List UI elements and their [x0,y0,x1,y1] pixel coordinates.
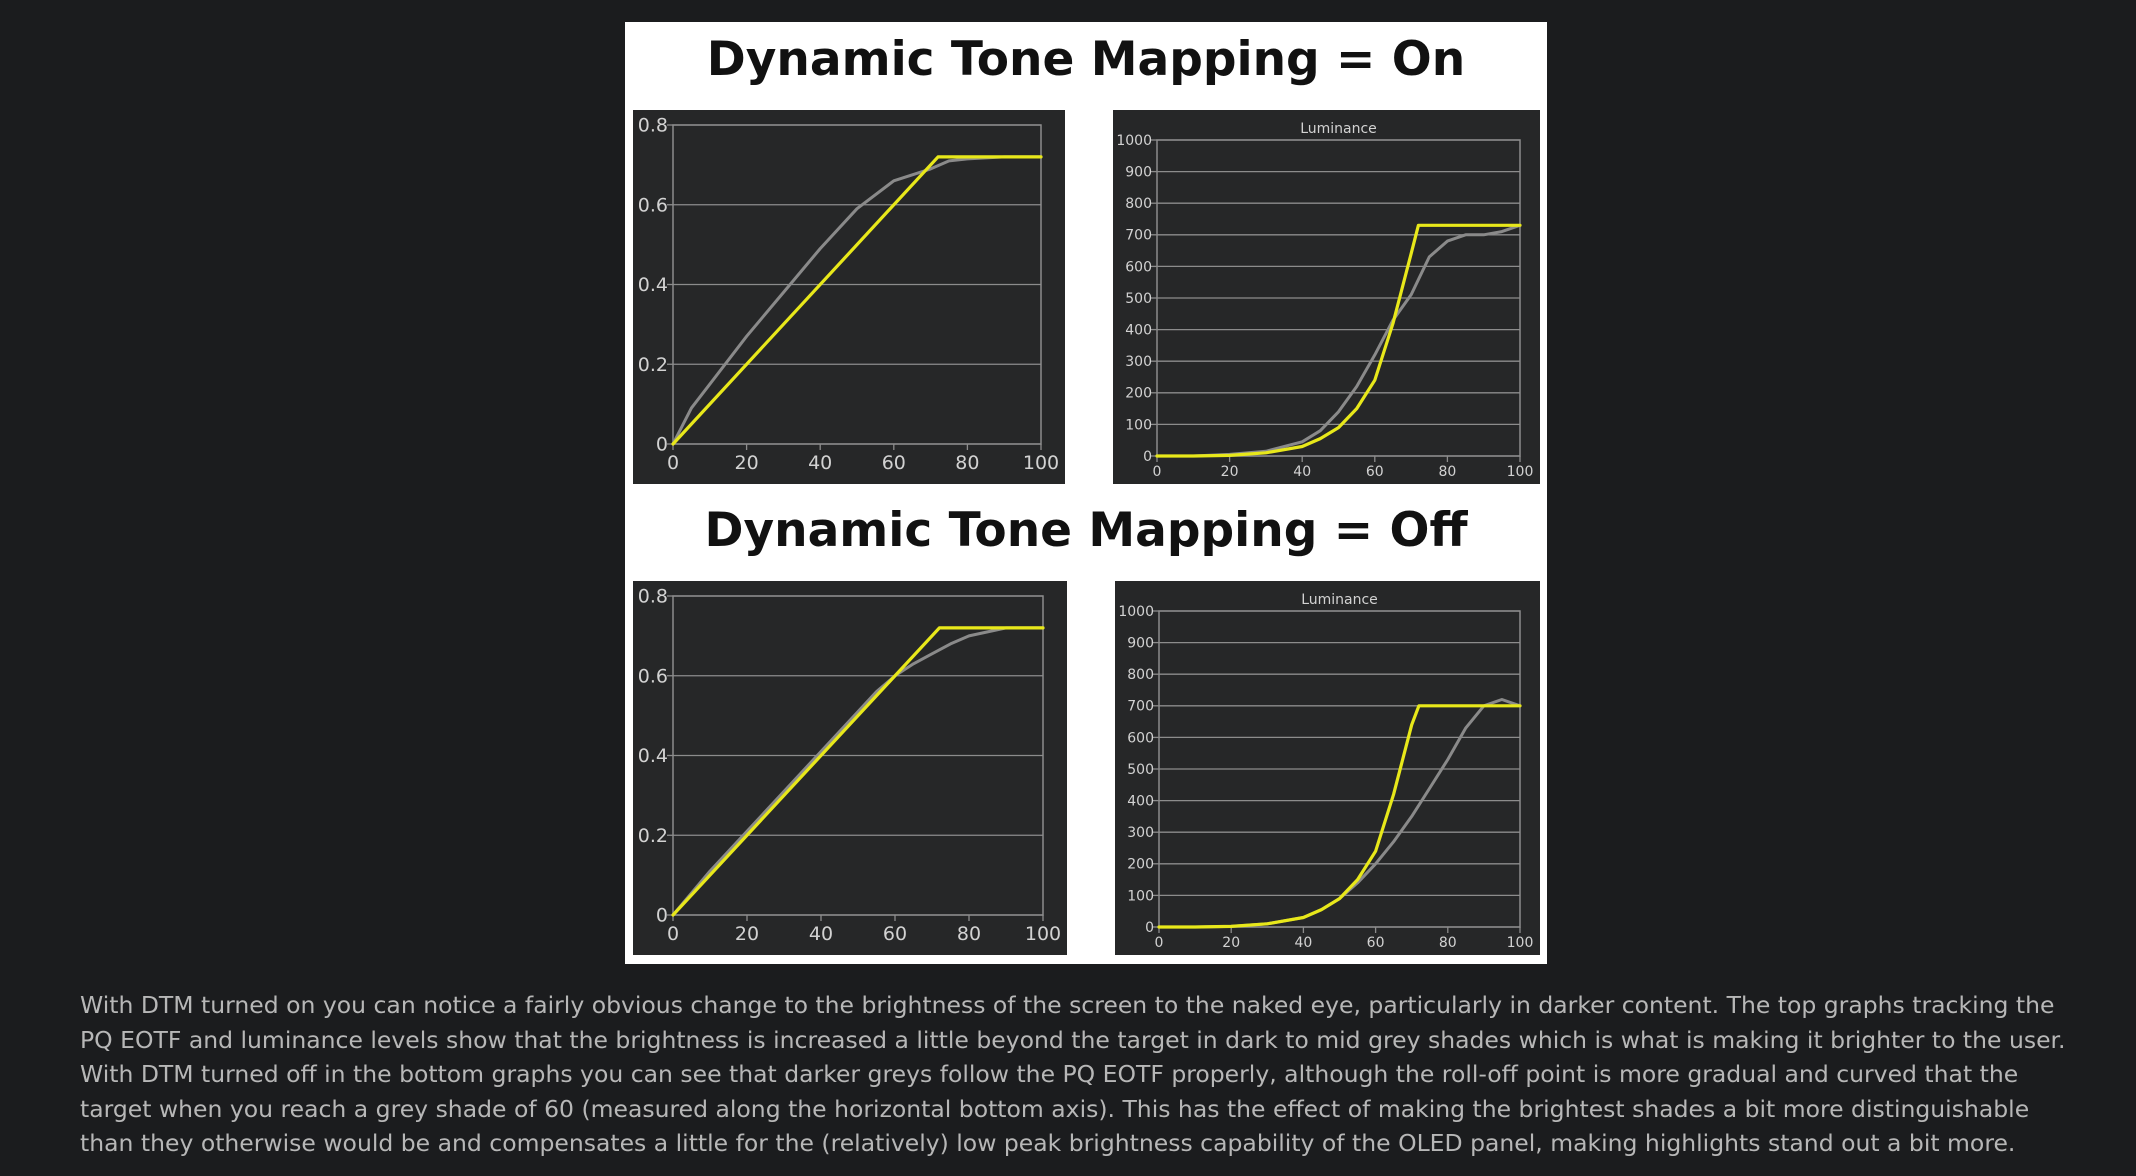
y-tick-label: 400 [1125,323,1152,339]
target-series-line [671,155,1043,446]
x-tick-label: 100 [1023,452,1059,474]
x-tick-label: 0 [1155,935,1164,951]
y-tick-label: 0.8 [638,115,668,137]
chart-dtm-off-luminance: Luminance 0 100 200 300 400 500 600 700 800 900 100… [1115,581,1540,955]
y-tick-label: 100 [1125,417,1152,433]
x-tick-label: 20 [735,452,759,474]
x-tick-label: 60 [882,452,906,474]
y-tick-label: 300 [1125,354,1152,370]
target-series-line [671,626,1045,917]
y-tick-label: 700 [1125,228,1152,244]
y-tick-label: 0.6 [638,194,668,216]
x-tick-label: 0 [667,452,679,474]
chart-svg: Luminance0100200300400500600700800900100… [1116,121,1534,480]
y-tick-label: 100 [1127,888,1154,904]
chart-dtm-off-eotf: 0 0.2 0.4 0.6 0.8 0 20 40 60 80 100 [633,581,1067,955]
measured-series-line [671,626,1045,917]
y-tick-label: 0.4 [638,274,668,296]
x-tick-label: 20 [1222,935,1240,951]
chart-svg: Luminance0100200300400500600700800900100… [1118,592,1534,951]
x-tick-label: 60 [1367,935,1385,951]
x-tick-label: 100 [1507,464,1534,480]
y-tick-label: 400 [1127,794,1154,810]
y-tick-label: 1000 [1116,133,1152,149]
y-tick-label: 300 [1127,825,1154,841]
chart-svg: 0 0.2 0.4 0.6 0.8 0 20 40 60 80 100 [638,586,1061,945]
y-tick-label: 600 [1125,259,1152,275]
x-tick-label: 60 [1366,464,1384,480]
y-tick-label: 0.8 [638,586,668,608]
y-tick-label: 600 [1127,730,1154,746]
chart-svg: 0 0.2 0.4 0.6 0.8 0 20 40 60 80 100 [638,115,1059,474]
x-tick-label: 0 [667,923,679,945]
x-tick-label: 0 [1153,464,1162,480]
x-tick-label: 40 [1293,464,1311,480]
y-tick-label: 0 [656,434,668,456]
y-tick-label: 1000 [1118,604,1154,620]
y-tick-label: 200 [1127,857,1154,873]
y-tick-label: 0.6 [638,665,668,687]
x-tick-label: 80 [1438,464,1456,480]
y-tick-label: 800 [1125,196,1152,212]
x-tick-label: 40 [809,923,833,945]
x-tick-label: 40 [1294,935,1312,951]
x-tick-label: 100 [1507,935,1534,951]
y-tick-label: 0 [1143,449,1152,465]
y-tick-label: 0 [656,905,668,927]
y-tick-label: 800 [1127,667,1154,683]
article-paragraph: With DTM turned on you can notice a fair… [80,991,2066,1157]
x-tick-label: 100 [1025,923,1061,945]
x-tick-label: 80 [1439,935,1457,951]
y-tick-label: 0.4 [638,745,668,767]
target-series-line [1157,704,1522,929]
tone-mapping-figure: Dynamic Tone Mapping = On 0 0.2 0.4 0.6 0.8 0… [625,22,1547,964]
x-tick-label: 60 [883,923,907,945]
measured-series-line [671,155,1043,446]
measured-series-line [1157,698,1522,929]
chart-title: Luminance [1301,592,1378,608]
chart-dtm-on-eotf: 0 0.2 0.4 0.6 0.8 0 20 40 60 80 100 [633,110,1065,484]
x-tick-label: 20 [1221,464,1239,480]
x-tick-label: 40 [808,452,832,474]
y-tick-label: 200 [1125,386,1152,402]
x-tick-label: 20 [735,923,759,945]
y-tick-label: 900 [1127,636,1154,652]
target-series-line [1155,223,1522,458]
y-tick-label: 0.2 [638,825,668,847]
panel-title-on: Dynamic Tone Mapping = On [706,32,1466,87]
y-tick-label: 0 [1145,920,1154,936]
y-tick-label: 700 [1127,699,1154,715]
panel-title-off: Dynamic Tone Mapping = Off [704,503,1468,558]
y-tick-label: 900 [1125,165,1152,181]
y-tick-label: 500 [1125,291,1152,307]
chart-title: Luminance [1300,121,1377,137]
x-tick-label: 80 [955,452,979,474]
y-tick-label: 500 [1127,762,1154,778]
measured-series-line [1155,223,1522,458]
x-tick-label: 80 [957,923,981,945]
chart-dtm-on-luminance: Luminance 0 100 200 300 400 500 600 700 800 900 100… [1113,110,1540,484]
y-tick-label: 0.2 [638,354,668,376]
